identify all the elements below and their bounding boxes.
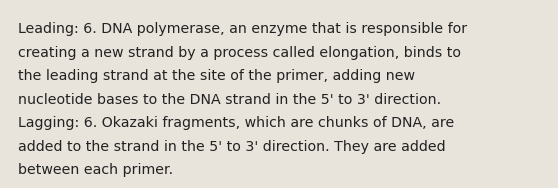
Text: Leading: 6. DNA polymerase, an enzyme that is responsible for: Leading: 6. DNA polymerase, an enzyme th…: [18, 22, 467, 36]
Text: Lagging: 6. Okazaki fragments, which are chunks of DNA, are: Lagging: 6. Okazaki fragments, which are…: [18, 116, 454, 130]
Text: creating a new strand by a process called elongation, binds to: creating a new strand by a process calle…: [18, 45, 461, 59]
Text: added to the strand in the 5' to 3' direction. They are added: added to the strand in the 5' to 3' dire…: [18, 139, 446, 153]
Text: between each primer.: between each primer.: [18, 163, 173, 177]
Text: the leading strand at the site of the primer, adding new: the leading strand at the site of the pr…: [18, 69, 415, 83]
Text: nucleotide bases to the DNA strand in the 5' to 3' direction.: nucleotide bases to the DNA strand in th…: [18, 92, 441, 106]
